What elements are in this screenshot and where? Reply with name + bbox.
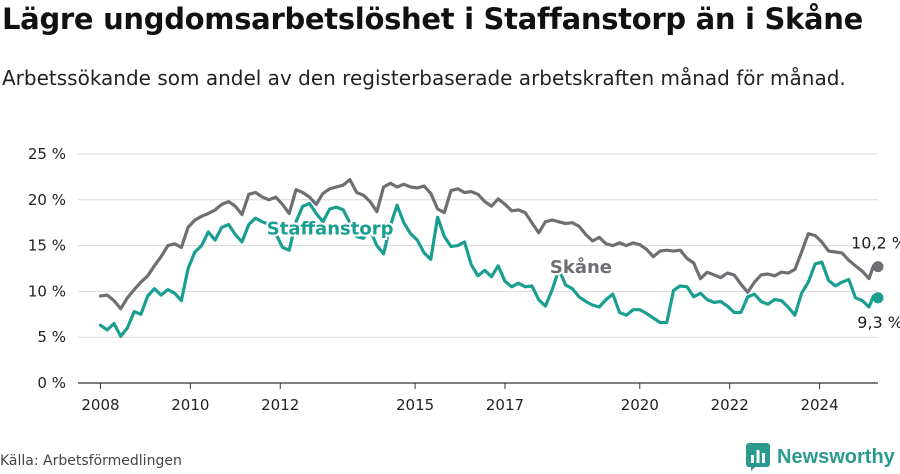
source-note: Källa: Arbetsförmedlingen	[0, 453, 182, 469]
y-tick-label: 20 %	[28, 191, 66, 209]
brand-logo: Newsworthy	[745, 442, 895, 472]
end-value-label-skane: 10,2 %	[851, 234, 900, 253]
line-chart: 0 % 5 % 10 % 15 % 20 % 25 % 2008 2010 2012 2015 20…	[28, 145, 900, 414]
x-tick-label: 2017	[486, 396, 524, 414]
series-line-staffanstorp	[98, 201, 880, 338]
series-endpoint-0	[872, 261, 884, 273]
series-label-staffanstorp: Staffanstorp	[267, 219, 394, 240]
series-label-skane: Skåne	[550, 256, 612, 278]
x-tick-label: 2015	[396, 396, 434, 414]
x-tick-label: 2020	[621, 396, 659, 414]
x-tick-label: 2010	[171, 396, 209, 414]
series-endpoint-1	[872, 292, 884, 304]
chart-title: Lägre ungdomsarbetslöshet i Staffanstorp…	[2, 2, 864, 36]
y-tick-label: 25 %	[28, 145, 66, 163]
y-tick-label: 10 %	[28, 282, 66, 300]
y-tick-label: 15 %	[28, 237, 66, 255]
x-tick-label: 2022	[711, 396, 749, 414]
y-tick-label: 0 %	[37, 374, 66, 392]
chart-subtitle: Arbetssökande som andel av den registerb…	[2, 66, 846, 90]
y-tick-label: 5 %	[37, 328, 66, 346]
end-value-label-staffanstorp: 9,3 %	[857, 313, 900, 332]
brand-name: Newsworthy	[777, 445, 895, 468]
x-tick-label: 2008	[81, 396, 119, 414]
x-tick-label: 2012	[261, 396, 299, 414]
x-tick-label: 2024	[800, 396, 838, 414]
series-line-skane	[98, 178, 880, 311]
newsworthy-logo-icon	[746, 443, 770, 471]
